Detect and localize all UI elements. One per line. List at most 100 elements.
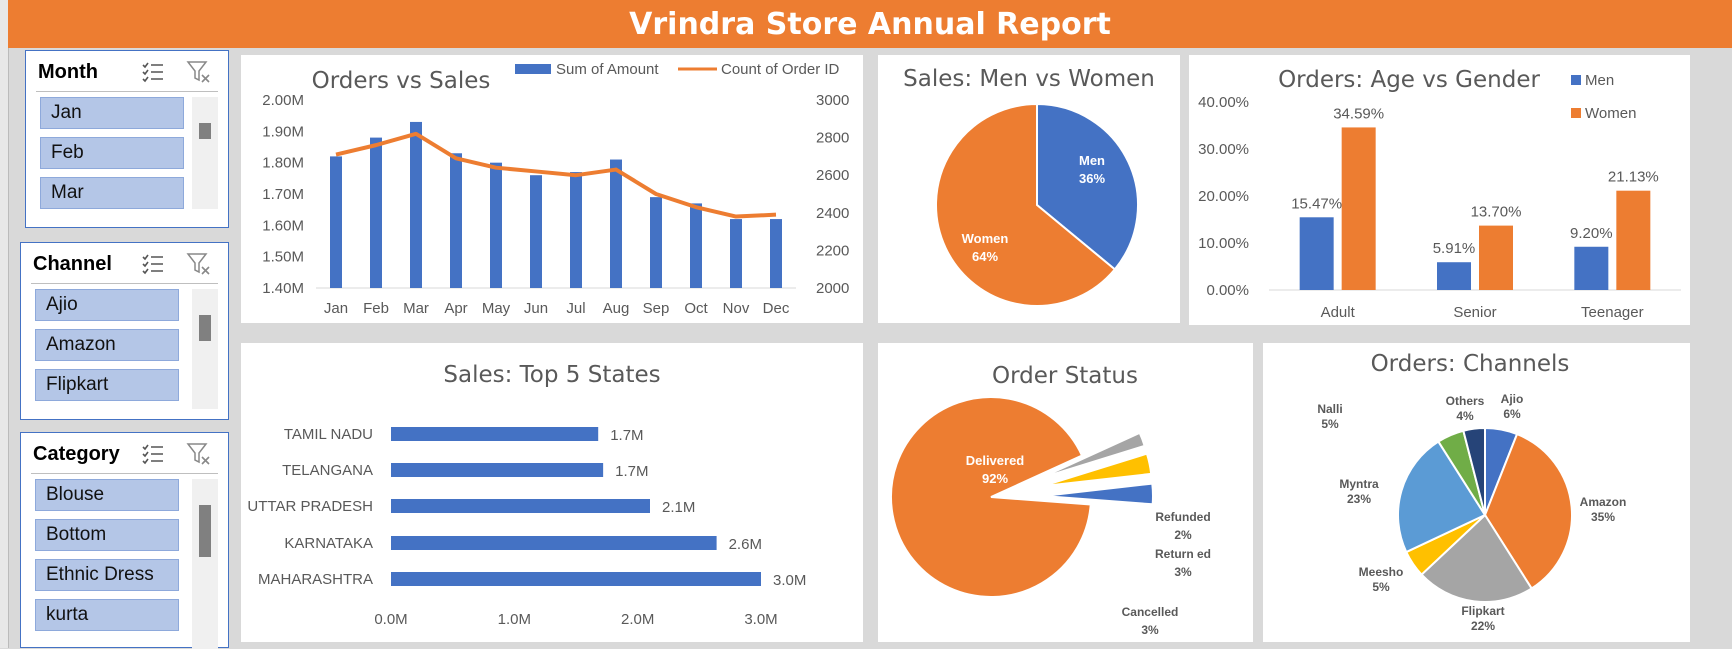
bar-men <box>1437 262 1471 290</box>
slice-label: Refunded <box>1155 510 1210 524</box>
slice-value: 23% <box>1347 492 1371 506</box>
slice-value: 6% <box>1503 407 1521 421</box>
x-tick: Mar <box>403 300 429 317</box>
slicer-item-feb[interactable]: Feb <box>40 137 184 169</box>
y-tick: 20.00% <box>1198 188 1249 205</box>
x-tick: Oct <box>684 300 708 317</box>
chart-sales-men-women[interactable]: Sales: Men vs Women Men 36% Women 64% <box>878 55 1180 323</box>
slicer-scrollbar[interactable] <box>192 479 218 649</box>
chart-title: Order Status <box>992 363 1138 389</box>
legend-label: Women <box>1585 105 1636 122</box>
slice-label: Delivered <box>966 453 1025 468</box>
y-tick-left: 1.50M <box>262 249 304 266</box>
legend-swatch-amount <box>515 64 551 74</box>
clear-filter-icon[interactable] <box>186 59 212 85</box>
y-tick-left: 1.60M <box>262 217 304 234</box>
legend-swatch <box>1571 75 1581 85</box>
slicer-title: Category <box>33 443 120 465</box>
y-tick-right: 2000 <box>816 280 849 297</box>
slicer-item-kurta[interactable]: kurta <box>35 599 179 631</box>
slice-value: 3% <box>1174 565 1192 579</box>
slice-label: Return ed <box>1155 547 1211 561</box>
slicer-item-mar[interactable]: Mar <box>40 177 184 209</box>
bar-state <box>391 499 650 513</box>
y-tick-left: 1.80M <box>262 155 304 172</box>
chart-title: Orders vs Sales <box>312 68 491 94</box>
bar-state <box>391 463 604 477</box>
legend-label: Sum of Amount <box>556 61 659 78</box>
slicer-item-ethnic-dress[interactable]: Ethnic Dress <box>35 559 179 591</box>
bar-state <box>391 427 599 441</box>
bar-sales <box>450 153 462 288</box>
chart-top-5-states[interactable]: Sales: Top 5 States 0.0M 1.0M 2.0M 3.0M TAMIL… <box>241 343 863 642</box>
chart-title: Sales: Top 5 States <box>443 362 660 388</box>
x-tick: 3.0M <box>744 611 777 628</box>
data-label: 2.1M <box>662 499 695 516</box>
scroll-thumb[interactable] <box>199 315 211 341</box>
data-label: 1.7M <box>610 427 643 444</box>
line-orders <box>335 131 777 219</box>
slice-label: Men <box>1079 153 1105 168</box>
slicer-category[interactable]: Category Blouse Bottom Ethnic Dress kurt… <box>20 432 229 649</box>
multi-select-icon[interactable] <box>140 251 166 277</box>
slice-value: 5% <box>1321 417 1339 431</box>
y-tick: UTTAR PRADESH <box>247 498 373 515</box>
x-tick: Sep <box>643 300 670 317</box>
scroll-thumb[interactable] <box>199 505 211 557</box>
slicer-item-flipkart[interactable]: Flipkart <box>35 369 179 401</box>
multi-select-icon[interactable] <box>140 59 166 85</box>
pie-slice <box>1039 431 1146 480</box>
slicer-channel[interactable]: Channel Ajio Amazon Flipkart <box>20 242 229 420</box>
multi-select-icon[interactable] <box>140 441 166 467</box>
slicer-item-jan[interactable]: Jan <box>40 97 184 129</box>
bar-men <box>1299 217 1334 290</box>
y-tick-left: 2.00M <box>262 92 304 109</box>
y-tick-left: 1.40M <box>262 280 304 297</box>
pie-slice <box>1042 482 1154 506</box>
chart-orders-vs-sales[interactable]: Orders vs Sales Sum of Amount Count of Ord… <box>241 55 863 323</box>
slicer-item-blouse[interactable]: Blouse <box>35 479 179 511</box>
slice-value: 5% <box>1372 580 1390 594</box>
chart-orders-channels[interactable]: Orders: Channels Ajio 6% Amazon 35% Flipkart 2… <box>1263 343 1690 642</box>
slicer-month[interactable]: Month Jan Feb Mar <box>25 50 229 228</box>
slicer-scrollbar[interactable] <box>192 97 218 209</box>
legend-swatch <box>1571 108 1581 118</box>
bar-sales <box>650 197 662 288</box>
chart-order-status[interactable]: Order Status Delivered 92% Refunded 2% Return… <box>878 343 1253 642</box>
pie-slice <box>1483 432 1573 590</box>
clear-filter-icon[interactable] <box>186 251 212 277</box>
slicer-item-amazon[interactable]: Amazon <box>35 329 179 361</box>
slicer-item-ajio[interactable]: Ajio <box>35 289 179 321</box>
x-tick: 2.0M <box>621 611 654 628</box>
y-tick: TAMIL NADU <box>284 426 373 443</box>
slicer-title: Channel <box>33 253 112 275</box>
slicer-item-bottom[interactable]: Bottom <box>35 519 179 551</box>
chart-title: Sales: Men vs Women <box>903 66 1155 92</box>
legend-label: Men <box>1585 72 1614 89</box>
x-tick: May <box>482 300 511 317</box>
slice-label: Women <box>962 231 1009 246</box>
chart-title: Orders: Age vs Gender <box>1278 67 1540 93</box>
clear-filter-icon[interactable] <box>186 441 212 467</box>
slicer-scrollbar[interactable] <box>192 289 218 409</box>
x-tick: Feb <box>363 300 389 317</box>
x-tick: Senior <box>1453 304 1496 321</box>
bar-women <box>1341 127 1376 290</box>
bar-sales <box>490 162 502 288</box>
bar-sales <box>370 137 382 288</box>
pie-slice <box>1462 426 1486 516</box>
slice-label: Ajio <box>1501 392 1524 406</box>
pie-slice <box>1036 102 1139 271</box>
chart-orders-age-gender[interactable]: Orders: Age vs Gender 40.00% 30.00% 20.00% 1… <box>1189 55 1690 325</box>
scroll-thumb[interactable] <box>199 123 211 139</box>
data-label: 2.6M <box>729 536 762 553</box>
slice-label: Meesho <box>1359 565 1404 579</box>
y-tick: TELANGANA <box>282 462 373 479</box>
pie-slice <box>1420 513 1533 603</box>
y-tick-right: 3000 <box>816 92 849 109</box>
bar-sales <box>570 172 582 288</box>
y-tick: 0.00% <box>1206 282 1249 299</box>
slicer-divider <box>36 91 218 92</box>
pie-slice <box>890 396 1092 598</box>
bar-sales <box>770 219 782 288</box>
